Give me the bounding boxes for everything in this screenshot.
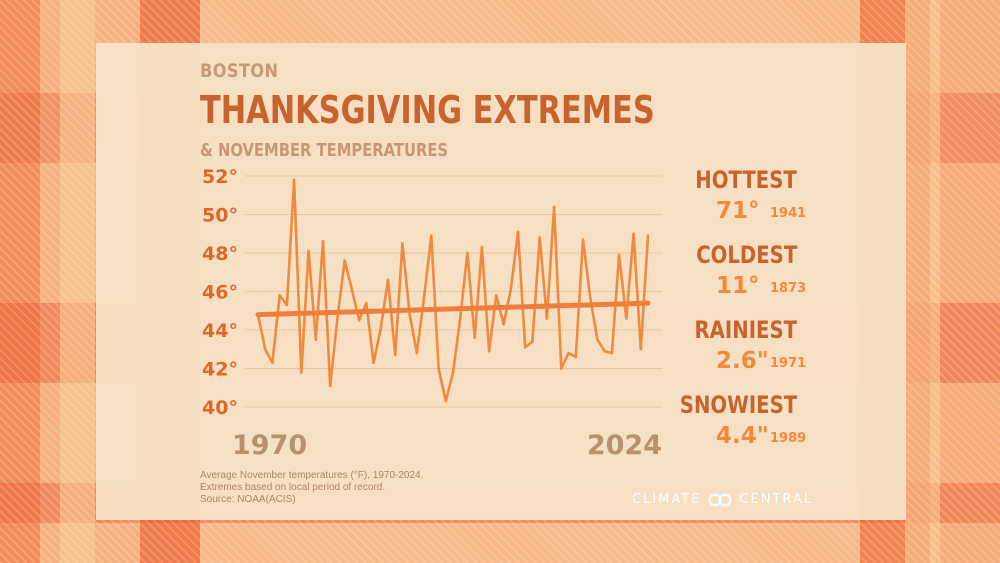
- data-point: [263, 347, 267, 351]
- data-point: [336, 317, 339, 320]
- data-point: [466, 251, 469, 255]
- data-point: [610, 351, 614, 355]
- data-point: [343, 259, 346, 263]
- data-point: [386, 278, 390, 282]
- data-point: [596, 338, 599, 341]
- data-point: [357, 319, 361, 322]
- data-point: [502, 322, 505, 326]
- brand-left-text: CLIMATE: [632, 492, 702, 507]
- data-point: [552, 205, 556, 209]
- page-title: THANKSGIVING EXTREMES: [200, 88, 655, 132]
- y-tick-label: 52°: [202, 166, 238, 188]
- data-point: [567, 351, 570, 355]
- footnote-line-1: Average November temperatures (°F), 1970…: [200, 470, 424, 481]
- stat-year-hottest: 1941: [770, 206, 807, 221]
- stat-year-coldest: 1873: [770, 281, 807, 296]
- data-point: [603, 349, 606, 353]
- data-point: [314, 338, 318, 341]
- data-point: [451, 371, 455, 374]
- y-tick-label: 48°: [202, 243, 238, 265]
- data-point: [545, 317, 549, 320]
- data-point: [393, 353, 397, 357]
- data-point: [646, 234, 650, 237]
- data-point: [372, 361, 375, 365]
- infinity-rings-icon: [708, 493, 732, 506]
- x-tick-label: 1970: [232, 430, 307, 461]
- data-point: [292, 178, 296, 182]
- data-point: [617, 253, 621, 257]
- data-point: [458, 317, 462, 320]
- stat-value-hottest: 71°: [716, 198, 760, 224]
- data-point: [422, 295, 426, 299]
- data-point: [639, 347, 643, 351]
- data-point: [437, 367, 440, 370]
- data-point: [350, 288, 354, 291]
- data-point: [379, 326, 383, 330]
- y-tick-label: 46°: [202, 282, 238, 304]
- data-point: [516, 230, 520, 234]
- data-point: [473, 336, 476, 340]
- y-tick-label: 42°: [202, 359, 238, 381]
- brand-right-text: CENTRAL: [739, 492, 814, 507]
- city-label: BOSTON: [200, 60, 279, 82]
- footnote-line-3: Source: NOAA(ACIS): [200, 494, 296, 505]
- stat-label-rainiest: RAINIEST: [694, 316, 797, 344]
- data-point: [588, 295, 592, 299]
- stat-value-coldest: 11°: [716, 273, 760, 299]
- data-point: [444, 399, 448, 403]
- data-point: [487, 349, 491, 353]
- page-subtitle: & NOVEMBER TEMPERATURES: [200, 140, 449, 161]
- data-point: [300, 371, 303, 374]
- data-point: [321, 240, 325, 243]
- climate-central-logo: CLIMATE CENTRAL: [632, 492, 813, 507]
- stat-year-rainiest: 1971: [770, 356, 807, 371]
- data-point: [560, 367, 563, 370]
- data-point: [538, 236, 541, 239]
- data-point: [328, 384, 332, 388]
- data-point: [307, 249, 310, 253]
- footnote-line-2: Extremes based on local period of record…: [200, 482, 386, 493]
- y-axis-ticks: 40° 42° 44° 46° 48° 50° 52°: [202, 166, 238, 419]
- x-axis-ticks: 1970 2024: [232, 430, 662, 461]
- data-point: [495, 294, 498, 297]
- content-panel: [96, 43, 906, 520]
- y-tick-label: 40°: [202, 397, 238, 419]
- data-point: [365, 301, 368, 305]
- data-point: [278, 294, 281, 297]
- data-point: [401, 242, 404, 245]
- stat-label-snowiest: SNOWIEST: [679, 391, 797, 419]
- data-point: [509, 288, 513, 291]
- stat-label-hottest: HOTTEST: [695, 166, 797, 194]
- data-point: [625, 317, 628, 320]
- stat-value-rainiest: 2.6": [716, 348, 769, 374]
- data-point: [480, 245, 484, 249]
- y-tick-label: 44°: [202, 320, 238, 342]
- data-point: [574, 355, 578, 359]
- stat-value-snowiest: 4.4": [716, 423, 769, 449]
- data-point: [408, 313, 411, 316]
- x-tick-label: 2024: [587, 430, 662, 461]
- data-point: [285, 303, 289, 307]
- y-tick-label: 50°: [202, 205, 238, 227]
- data-point: [632, 232, 635, 236]
- stat-year-snowiest: 1989: [770, 431, 807, 446]
- trend-line: [255, 300, 651, 318]
- data-point: [430, 234, 433, 237]
- data-point: [531, 340, 534, 343]
- stat-label-coldest: COLDEST: [695, 241, 797, 269]
- data-point: [523, 346, 527, 349]
- data-point: [415, 351, 419, 355]
- data-point: [271, 361, 274, 365]
- chart-series: [255, 178, 651, 403]
- data-point: [581, 238, 585, 241]
